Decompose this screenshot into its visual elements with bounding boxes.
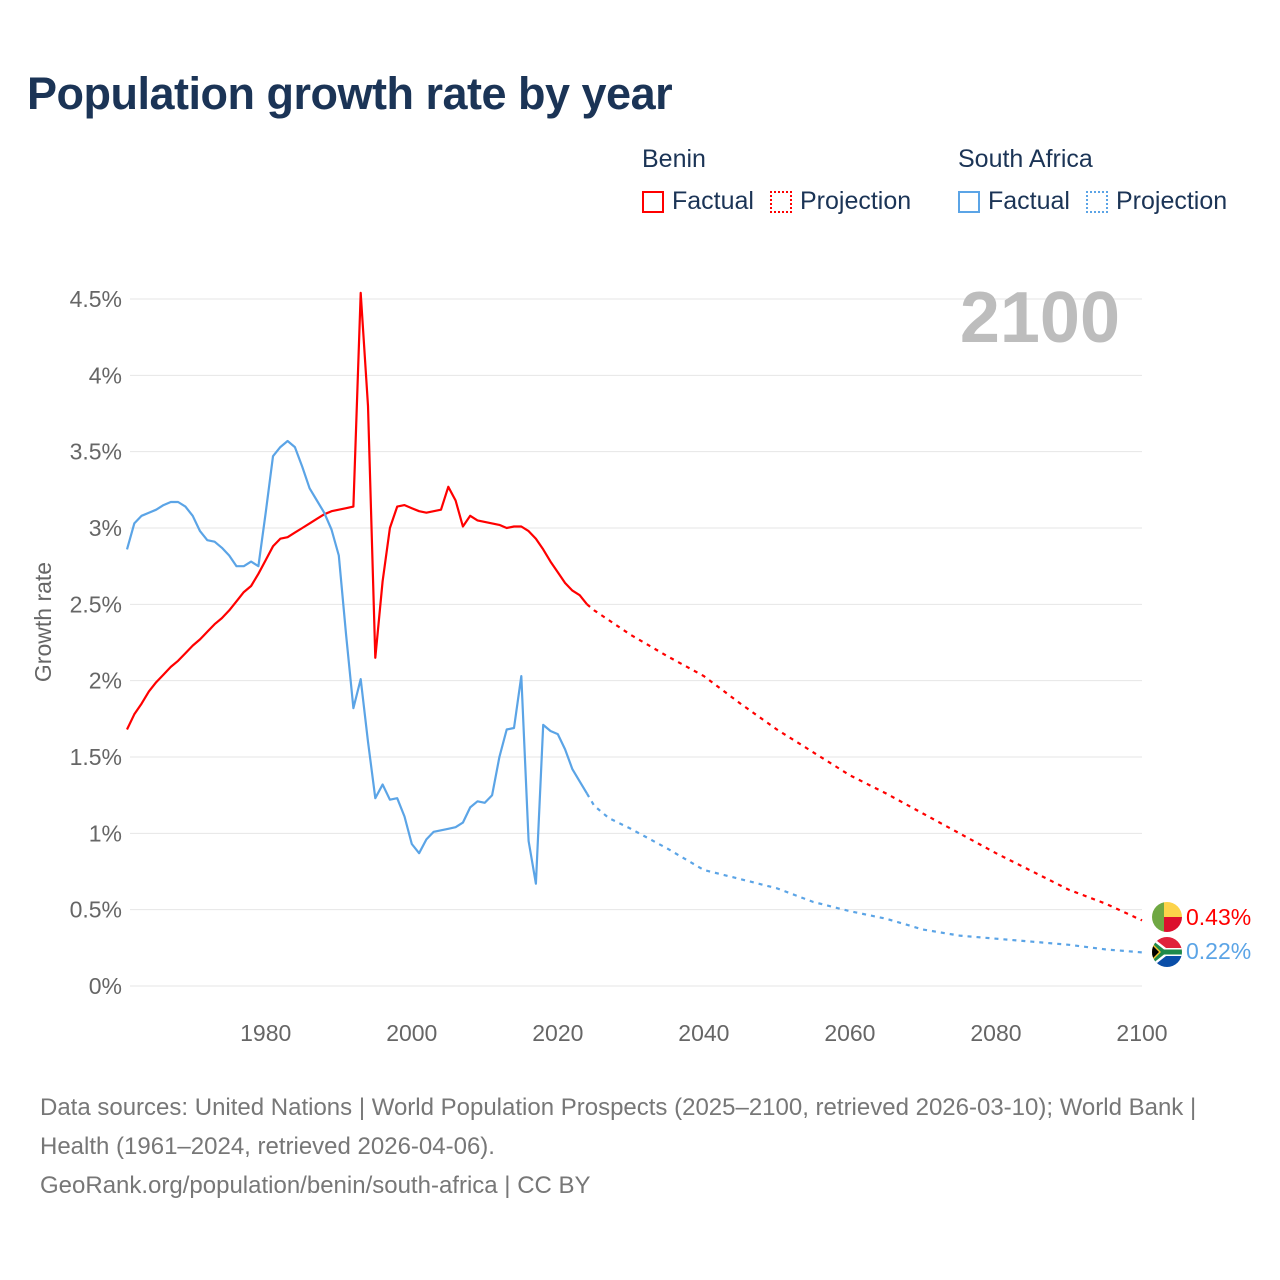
year-indicator: 2100	[960, 278, 1120, 358]
source-note: Data sources: United Nations | World Pop…	[40, 1088, 1240, 1205]
legend-swatch-benin-factual	[642, 190, 664, 213]
source-link[interactable]: GeoRank.org/population/benin/south-afric…	[40, 1172, 591, 1199]
legend-south-africa: South Africa Factual Projection	[958, 145, 1227, 215]
legend-label-sa-factual: Factual	[988, 187, 1070, 215]
series-line-benin-projection	[586, 603, 1143, 922]
end-label-south-africa: 0.22%	[1186, 938, 1251, 964]
x-tick-label: 2000	[386, 1020, 437, 1046]
south-africa-flag-icon	[1152, 937, 1182, 967]
end-label-benin: 0.43%	[1186, 904, 1251, 930]
legend-swatch-sa-projection	[1085, 190, 1108, 213]
legend-label-sa-projection: Projection	[1115, 187, 1228, 215]
chart-title: Population growth rate by year	[27, 68, 673, 119]
x-tick-label: 2060	[824, 1020, 875, 1046]
legend-label-benin-factual: Factual	[672, 187, 754, 215]
y-axis-label: Growth rate	[30, 562, 56, 682]
legend-country-south-africa: South Africa	[958, 145, 1093, 173]
legend-label-benin-projection: Projection	[799, 187, 912, 215]
legend-swatch-benin-projection	[769, 190, 792, 213]
source-text: Data sources: United Nations | World Pop…	[40, 1094, 1197, 1160]
y-tick-label: 2.5%	[70, 591, 122, 617]
y-tick-label: 3%	[89, 515, 122, 541]
y-tick-label: 4%	[89, 362, 122, 388]
y-tick-label: 3.5%	[70, 439, 122, 465]
legend-benin: Benin Factual Projection	[642, 145, 911, 215]
series-line-south-africa-projection	[586, 793, 1143, 954]
y-tick-label: 1.5%	[70, 744, 122, 770]
legend-country-benin: Benin	[642, 145, 706, 173]
series-line-south-africa-factual	[125, 439, 588, 885]
legend-swatch-sa-factual	[958, 190, 980, 213]
x-tick-label: 2040	[678, 1020, 729, 1046]
series-line-benin-factual	[126, 291, 588, 730]
x-tick-label: 2020	[532, 1020, 583, 1046]
y-tick-label: 1%	[89, 820, 122, 846]
x-tick-label: 2100	[1116, 1020, 1167, 1046]
benin-flag-icon	[1152, 902, 1182, 932]
x-tick-label: 1980	[240, 1020, 291, 1046]
x-tick-label: 2080	[970, 1020, 1021, 1046]
y-tick-label: 4.5%	[70, 286, 122, 312]
y-tick-label: 0.5%	[70, 897, 122, 923]
y-tick-label: 2%	[89, 668, 122, 694]
y-tick-label: 0%	[89, 973, 122, 999]
